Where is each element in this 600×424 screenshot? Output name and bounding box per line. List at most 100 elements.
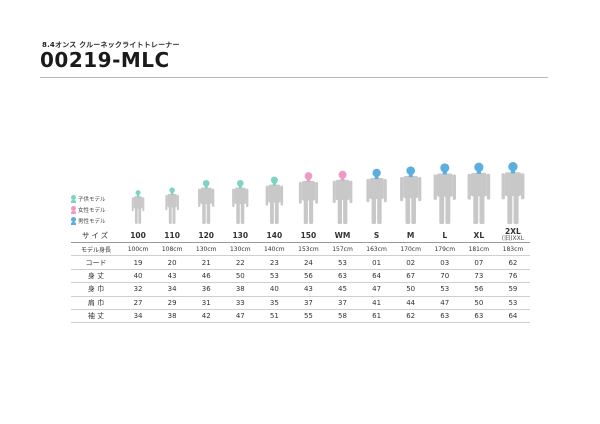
table-cell: 181cm [461,242,496,257]
size-label: 2XL (旧)XXL [495,227,530,243]
size-label: 130 [223,228,258,243]
table-cell: 43 [291,282,326,297]
model-figure-men [366,168,387,224]
table-cell: 45 [325,282,360,297]
table-cell: 29 [155,296,190,310]
table-cell: 63 [427,309,462,324]
table-cell: 44 [393,296,428,310]
row-label: 身 巾 [71,282,121,297]
model-figure-men [467,162,491,224]
model-figure-men [501,162,525,224]
table-cell: 27 [121,296,156,310]
table-cell: 58 [325,309,360,324]
table-cell: 140cm [257,242,292,257]
table-cell: 64 [359,269,394,284]
table-cell: 40 [121,269,156,284]
table-cell: 31 [189,296,224,310]
table-row: 身 丈 40 43 46 50 53 56 63 64 67 70 73 76 [71,269,530,284]
size-header-row: サイズ 100 110 120 130 140 150 WM S M L XL 2XL (旧)XXL [71,228,530,243]
model-figure-women [332,170,353,224]
table-cell: 63 [325,269,360,284]
table-cell: 21 [189,255,224,270]
table-cell: 34 [121,309,156,324]
legend-label: 女性モデル [78,207,106,214]
size-label: XL [461,228,496,243]
table-cell: 20 [155,255,190,270]
table-cell: 63 [461,309,496,324]
table-cell: 73 [461,269,496,284]
table-cell: 170cm [393,242,428,257]
table-cell: 56 [291,269,326,284]
table-cell: 56 [461,282,496,297]
size-label: 110 [155,228,190,243]
product-code: 00219-MLC [40,48,170,72]
table-cell: 50 [223,269,258,284]
model-legend: 子供モデル女性モデル男性モデル [71,193,106,226]
size-label: WM [325,228,360,243]
model-figure-men [400,166,422,224]
row-label: サイズ [71,228,121,243]
table-cell: 23 [257,255,292,270]
table-cell: 53 [257,269,292,284]
table-row: 身 巾 32 34 36 38 40 43 45 47 50 53 56 59 [71,282,530,297]
table-cell: 50 [461,296,496,310]
legend-label: 子供モデル [78,196,106,203]
table-cell: 64 [495,309,530,324]
model-figure-kids [232,179,249,224]
table-cell: 53 [495,296,530,310]
table-cell: 130cm [223,242,258,257]
table-cell: 03 [427,255,462,270]
table-row: 袖 丈 34 38 42 47 51 55 58 61 62 63 63 64 [71,309,530,324]
table-cell: 157cm [325,242,360,257]
table-cell: 07 [461,255,496,270]
table-cell: 37 [325,296,360,310]
table-cell: 76 [495,269,530,284]
table-cell: 70 [427,269,462,284]
table-cell: 37 [291,296,326,310]
size-table: サイズ 100 110 120 130 140 150 WM S M L XL 2XL (旧)XXL モデル… [71,228,530,324]
table-cell: 53 [427,282,462,297]
person-icon [71,194,76,203]
size-label: L [427,228,462,243]
table-cell: 50 [393,282,428,297]
table-cell: 33 [223,296,258,310]
table-cell: 153cm [291,242,326,257]
table-cell: 67 [393,269,428,284]
row-label: 肩 巾 [71,296,121,310]
table-cell: 163cm [359,242,394,257]
legend-label: 男性モデル [78,218,106,225]
table-cell: 43 [155,269,190,284]
size-label-main: 2XL [505,227,521,236]
table-cell: 46 [189,269,224,284]
size-label: 100 [121,228,156,243]
table-row: 肩 巾 27 29 31 33 35 37 37 41 44 47 50 53 [71,296,530,310]
table-cell: 32 [121,282,156,297]
table-cell: 01 [359,255,394,270]
table-cell: 62 [495,255,530,270]
row-label: 身 丈 [71,269,121,284]
row-label: コード [71,255,121,270]
person-icon [71,205,76,214]
row-label: 袖 丈 [71,309,121,324]
table-cell: 38 [155,309,190,324]
model-figure-kids [131,190,145,224]
size-label: 120 [189,228,224,243]
model-figure-kids [198,179,215,224]
table-cell: 53 [325,255,360,270]
table-cell: 61 [359,309,394,324]
model-figure-women [298,172,319,224]
table-cell: 59 [495,282,530,297]
table-cell: 100cm [121,242,156,257]
person-icon [71,216,76,225]
table-row: モデル身長 100cm 108cm 130cm 130cm 140cm 153cm 157cm… [71,242,530,257]
legend-item-men: 男性モデル [71,215,106,226]
table-cell: 42 [189,309,224,324]
table-cell: 183cm [495,242,530,257]
size-label-old: (旧)XXL [501,235,525,242]
table-cell: 02 [393,255,428,270]
model-figure-kids [265,176,284,224]
table-cell: 55 [291,309,326,324]
table-cell: 38 [223,282,258,297]
table-cell: 19 [121,255,156,270]
table-cell: 35 [257,296,292,310]
